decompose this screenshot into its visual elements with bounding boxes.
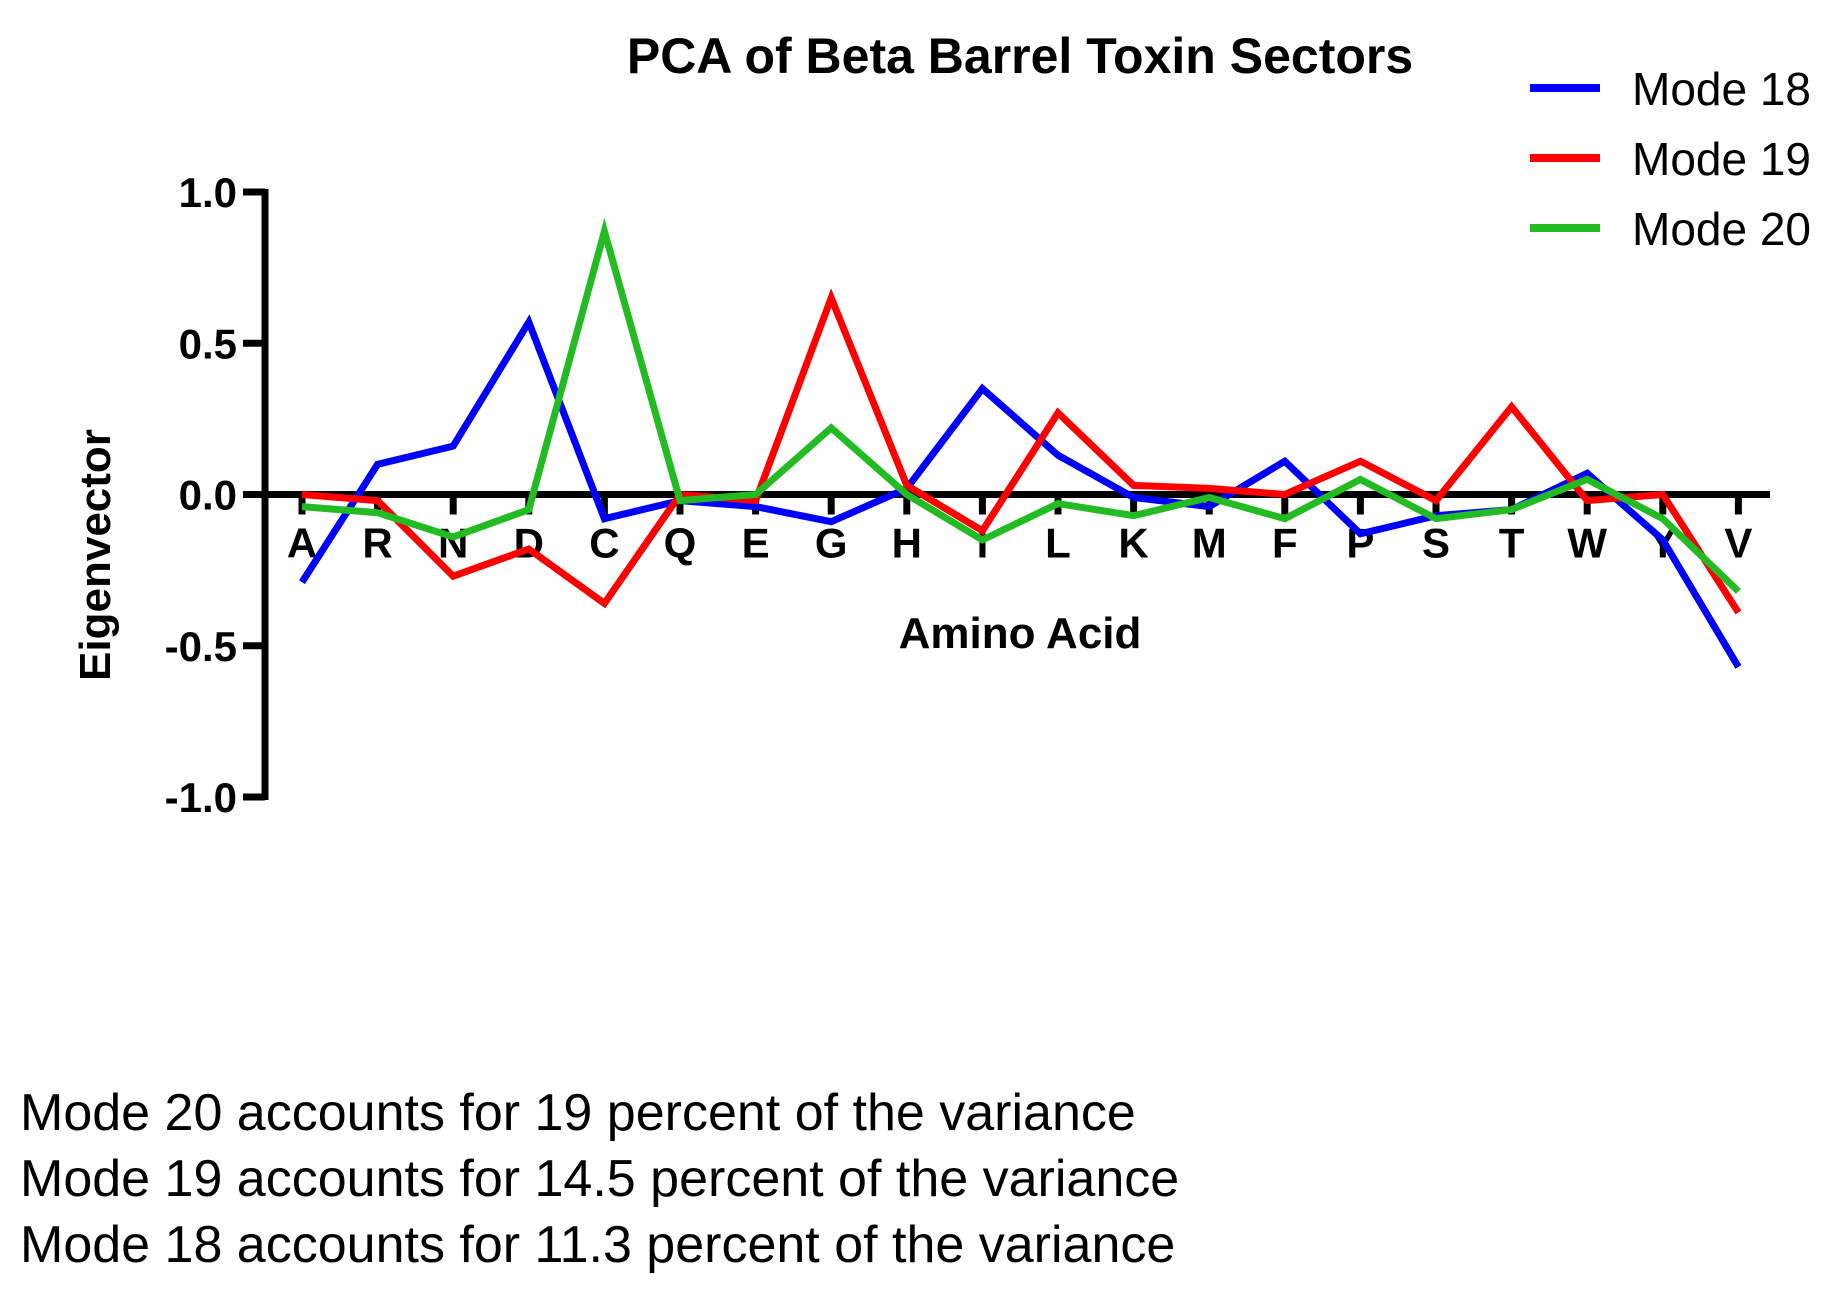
x-tick-label: R	[362, 520, 392, 567]
x-tick-label: A	[287, 520, 317, 567]
x-tick-label: T	[1499, 520, 1525, 567]
legend-label: Mode 18	[1632, 63, 1811, 115]
x-tick-label: Q	[664, 520, 697, 567]
x-axis-label: Amino Acid	[899, 609, 1142, 658]
series-line-mode-20	[301, 218, 1741, 594]
variance-note: Mode 20 accounts for 19 percent of the v…	[20, 1084, 1136, 1142]
x-tick-label: C	[589, 520, 619, 567]
x-tick-label: M	[1192, 520, 1227, 567]
x-tick-label: L	[1045, 520, 1071, 567]
y-axis-label: Eigenvector	[71, 429, 120, 681]
x-tick-label: F	[1272, 520, 1298, 567]
legend-label: Mode 20	[1632, 203, 1811, 255]
legend-label: Mode 19	[1632, 133, 1811, 185]
variance-note: Mode 18 accounts for 11.3 percent of the…	[20, 1216, 1176, 1274]
x-tick-label: G	[815, 520, 848, 567]
y-tick-label: 1.0	[179, 169, 237, 216]
x-tick-label: N	[438, 520, 468, 567]
y-tick-label: -1.0	[165, 774, 237, 821]
y-tick-label: 0.0	[179, 472, 237, 519]
series-line-mode-19	[301, 288, 1742, 615]
chart-title: PCA of Beta Barrel Toxin Sectors	[627, 28, 1413, 84]
x-tick-label: E	[742, 520, 770, 567]
x-tick-label: V	[1724, 520, 1752, 567]
variance-notes: Mode 20 accounts for 19 percent of the v…	[20, 1080, 1179, 1278]
x-tick-label: K	[1118, 520, 1148, 567]
y-tick-label: -0.5	[165, 623, 237, 670]
y-tick-label: 0.5	[179, 320, 237, 367]
chart: PCA of Beta Barrel Toxin Sectors Eigenve…	[71, 28, 1811, 821]
x-tick-label: H	[892, 520, 922, 567]
x-tick-label: S	[1422, 520, 1450, 567]
x-tick-label: W	[1567, 520, 1607, 567]
variance-note: Mode 19 accounts for 14.5 percent of the…	[20, 1150, 1180, 1208]
